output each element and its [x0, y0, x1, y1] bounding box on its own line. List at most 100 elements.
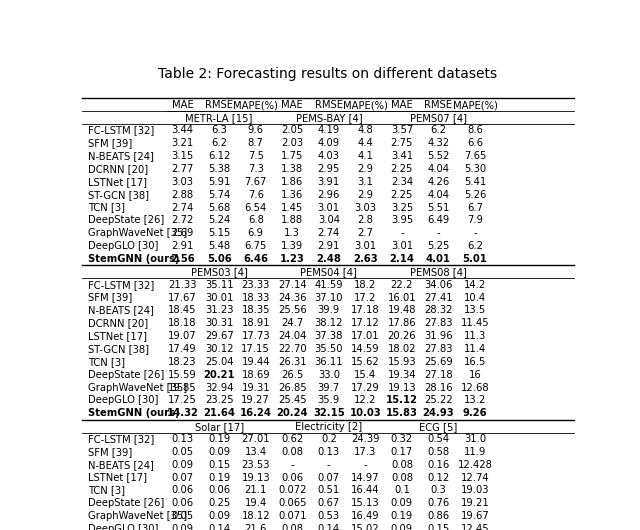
- Text: 6.9: 6.9: [248, 228, 264, 239]
- Text: 0.76: 0.76: [428, 498, 450, 508]
- Text: 3.41: 3.41: [391, 151, 413, 161]
- Text: 2.95: 2.95: [317, 164, 340, 174]
- Text: 39.7: 39.7: [317, 383, 340, 393]
- Text: 7.5: 7.5: [248, 151, 264, 161]
- Text: 24.39: 24.39: [351, 434, 380, 444]
- Text: 18.2: 18.2: [355, 280, 376, 290]
- Text: 37.10: 37.10: [315, 293, 343, 303]
- Text: 27.83: 27.83: [424, 318, 452, 328]
- Text: 6.12: 6.12: [208, 151, 230, 161]
- Text: 0.08: 0.08: [281, 524, 303, 530]
- Text: 5.15: 5.15: [208, 228, 230, 239]
- Text: 2.25: 2.25: [391, 190, 413, 200]
- Text: 8.6: 8.6: [467, 126, 483, 136]
- Text: 22.2: 22.2: [391, 280, 413, 290]
- Text: ST-GCN [38]: ST-GCN [38]: [88, 190, 149, 200]
- Text: 6.2: 6.2: [467, 241, 483, 251]
- Text: 32.94: 32.94: [205, 383, 234, 393]
- Text: 0.06: 0.06: [208, 485, 230, 496]
- Text: 13.2: 13.2: [464, 395, 486, 405]
- Text: 19.03: 19.03: [461, 485, 490, 496]
- Text: 20.21: 20.21: [204, 369, 235, 379]
- Text: ECG [5]: ECG [5]: [419, 422, 458, 432]
- Text: 30.12: 30.12: [205, 344, 234, 354]
- Text: 2.69: 2.69: [172, 228, 194, 239]
- Text: 0.15: 0.15: [428, 524, 450, 530]
- Text: 24.04: 24.04: [278, 331, 307, 341]
- Text: 27.14: 27.14: [278, 280, 307, 290]
- Text: 7.6: 7.6: [248, 190, 264, 200]
- Text: 38.12: 38.12: [315, 318, 343, 328]
- Text: 19.27: 19.27: [241, 395, 270, 405]
- Text: 25.56: 25.56: [278, 305, 307, 315]
- Text: LSTNet [17]: LSTNet [17]: [88, 331, 147, 341]
- Text: 2.14: 2.14: [389, 254, 415, 264]
- Text: 11.4: 11.4: [464, 344, 486, 354]
- Text: 34.06: 34.06: [424, 280, 452, 290]
- Text: Electricity [2]: Electricity [2]: [295, 422, 362, 432]
- Text: 4.04: 4.04: [428, 190, 449, 200]
- Text: 0.05: 0.05: [172, 447, 194, 457]
- Text: PEMS08 [4]: PEMS08 [4]: [410, 268, 467, 278]
- Text: 32.15: 32.15: [313, 408, 345, 418]
- Text: MAE: MAE: [282, 100, 303, 110]
- Text: MAE: MAE: [391, 100, 413, 110]
- Text: 0.67: 0.67: [317, 498, 340, 508]
- Text: 2.91: 2.91: [172, 241, 194, 251]
- Text: 18.33: 18.33: [241, 293, 270, 303]
- Text: 1.38: 1.38: [281, 164, 303, 174]
- Text: 19.67: 19.67: [461, 511, 490, 521]
- Text: 5.74: 5.74: [208, 190, 230, 200]
- Text: 2.63: 2.63: [353, 254, 378, 264]
- Text: 5.25: 5.25: [428, 241, 450, 251]
- Text: 0.12: 0.12: [428, 473, 450, 482]
- Text: 11.45: 11.45: [461, 318, 490, 328]
- Text: 29.67: 29.67: [205, 331, 234, 341]
- Text: 0.14: 0.14: [317, 524, 340, 530]
- Text: 0.19: 0.19: [208, 434, 230, 444]
- Text: 3.1: 3.1: [357, 177, 373, 187]
- Text: TCN [3]: TCN [3]: [88, 485, 125, 496]
- Text: 2.91: 2.91: [317, 241, 340, 251]
- Text: 0.072: 0.072: [278, 485, 307, 496]
- Text: 25.69: 25.69: [424, 357, 453, 367]
- Text: 4.03: 4.03: [318, 151, 340, 161]
- Text: 19.31: 19.31: [241, 383, 270, 393]
- Text: 30.01: 30.01: [205, 293, 234, 303]
- Text: 19.13: 19.13: [388, 383, 416, 393]
- Text: StemGNN (ours): StemGNN (ours): [88, 408, 179, 418]
- Text: -: -: [327, 460, 331, 470]
- Text: 24.36: 24.36: [278, 293, 307, 303]
- Text: 17.18: 17.18: [351, 305, 380, 315]
- Text: 18.02: 18.02: [388, 344, 416, 354]
- Text: 19.07: 19.07: [168, 331, 197, 341]
- Text: 0.13: 0.13: [317, 447, 340, 457]
- Text: 2.74: 2.74: [317, 228, 340, 239]
- Text: 7.67: 7.67: [244, 177, 267, 187]
- Text: 4.26: 4.26: [428, 177, 450, 187]
- Text: 2.56: 2.56: [170, 254, 195, 264]
- Text: 13.4: 13.4: [244, 447, 267, 457]
- Text: 19.4: 19.4: [244, 498, 267, 508]
- Text: 15.59: 15.59: [168, 369, 197, 379]
- Text: 17.01: 17.01: [351, 331, 380, 341]
- Text: 17.49: 17.49: [168, 344, 197, 354]
- Text: RMSE: RMSE: [424, 100, 452, 110]
- Text: 4.19: 4.19: [317, 126, 340, 136]
- Text: 0.071: 0.071: [278, 511, 307, 521]
- Text: -: -: [473, 228, 477, 239]
- Text: 1.36: 1.36: [281, 190, 303, 200]
- Text: 27.18: 27.18: [424, 369, 452, 379]
- Text: 25.04: 25.04: [205, 357, 234, 367]
- Text: 0.09: 0.09: [208, 511, 230, 521]
- Text: 0.3: 0.3: [431, 485, 446, 496]
- Text: 16.44: 16.44: [351, 485, 380, 496]
- Text: 18.23: 18.23: [168, 357, 197, 367]
- Text: 16.49: 16.49: [351, 511, 380, 521]
- Text: GraphWaveNet [35]: GraphWaveNet [35]: [88, 228, 187, 239]
- Text: DCRNN [20]: DCRNN [20]: [88, 318, 148, 328]
- Text: 2.77: 2.77: [172, 164, 194, 174]
- Text: 31.23: 31.23: [205, 305, 234, 315]
- Text: MAE: MAE: [172, 100, 193, 110]
- Text: 14.32: 14.32: [166, 408, 198, 418]
